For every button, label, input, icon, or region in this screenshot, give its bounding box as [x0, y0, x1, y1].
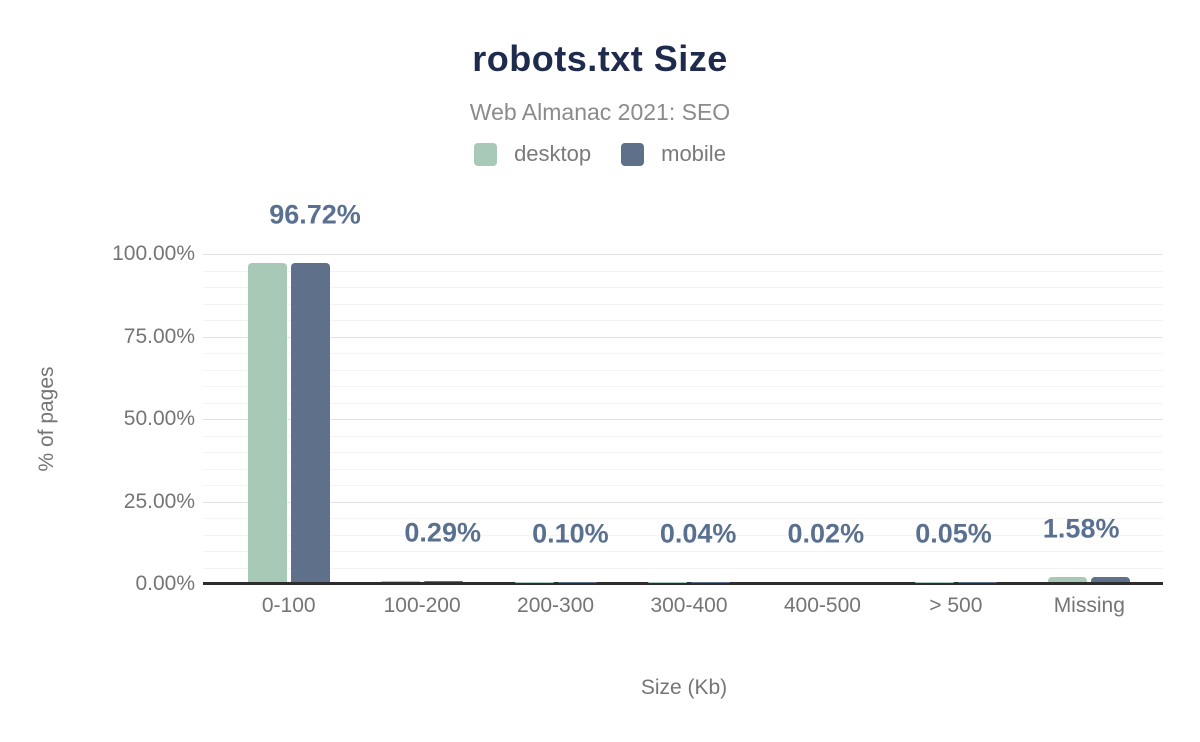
bar-desktop-100-200[interactable]: [381, 581, 421, 582]
bar-desktop-Missing[interactable]: [1048, 576, 1088, 582]
y-tick-label: 50.00%: [123, 407, 195, 430]
y-tick-label: 75.00%: [123, 324, 195, 348]
gridline: [203, 452, 1163, 453]
legend-item-mobile[interactable]: mobile: [621, 141, 726, 167]
gridline: [203, 551, 1163, 552]
gridline: [203, 287, 1163, 288]
data-label: 0.04%: [659, 518, 737, 549]
chart-subtitle: Web Almanac 2021: SEO: [469, 99, 731, 125]
legend-swatch-desktop: [474, 142, 498, 166]
gridline: [203, 320, 1163, 321]
data-label: 0.29%: [404, 517, 481, 548]
x-tick-label: 300-400: [650, 594, 728, 617]
gridline: [203, 353, 1163, 354]
gridline: [203, 336, 1163, 338]
data-label: 96.72%: [269, 199, 361, 230]
x-tick-label: > 500: [929, 594, 983, 617]
legend: desktop mobile: [0, 141, 1200, 167]
x-tick-label: 0-100: [261, 594, 316, 617]
data-label: 0.10%: [532, 518, 609, 549]
bar-mobile-Missing[interactable]: [1091, 576, 1131, 582]
bar-desktop-0-100[interactable]: [247, 262, 287, 582]
data-label: 0.05%: [915, 518, 992, 549]
x-tick-label: Missing: [1053, 594, 1125, 617]
x-tick-label: 400-500: [783, 594, 861, 617]
gridline: [203, 402, 1163, 404]
gridline: [203, 501, 1163, 503]
legend-label: mobile: [661, 141, 726, 166]
bar-mobile-0-100[interactable]: [290, 262, 330, 582]
x-axis-line: [203, 582, 1163, 585]
gridline: [203, 468, 1163, 470]
y-tick-label: 25.00%: [123, 489, 195, 513]
gridline: [203, 567, 1163, 569]
gridline: [203, 534, 1163, 536]
gridline: [203, 254, 1163, 255]
data-label: 1.58%: [1042, 513, 1120, 544]
data-label: 0.02%: [787, 518, 865, 549]
x-tick-label: 100-200: [383, 594, 461, 617]
gridline: [203, 270, 1163, 272]
legend-item-desktop[interactable]: desktop: [474, 141, 591, 167]
bar-mobile-100-200[interactable]: [424, 581, 464, 582]
x-axis-title: Size (Kb): [640, 676, 728, 699]
y-tick-label: 100.00%: [112, 242, 195, 265]
y-tick-label: 0.00%: [135, 572, 195, 595]
gridline: [203, 419, 1163, 420]
legend-label: desktop: [514, 141, 592, 166]
gridline: [203, 386, 1163, 387]
gridline: [203, 485, 1163, 486]
gridline: [203, 303, 1163, 305]
chart-title: robots.txt Size: [472, 38, 728, 79]
gridline: [203, 369, 1163, 371]
legend-swatch-mobile: [621, 142, 645, 166]
x-tick-label: 200-300: [517, 594, 595, 617]
gridline: [203, 518, 1163, 519]
gridline: [203, 435, 1163, 437]
